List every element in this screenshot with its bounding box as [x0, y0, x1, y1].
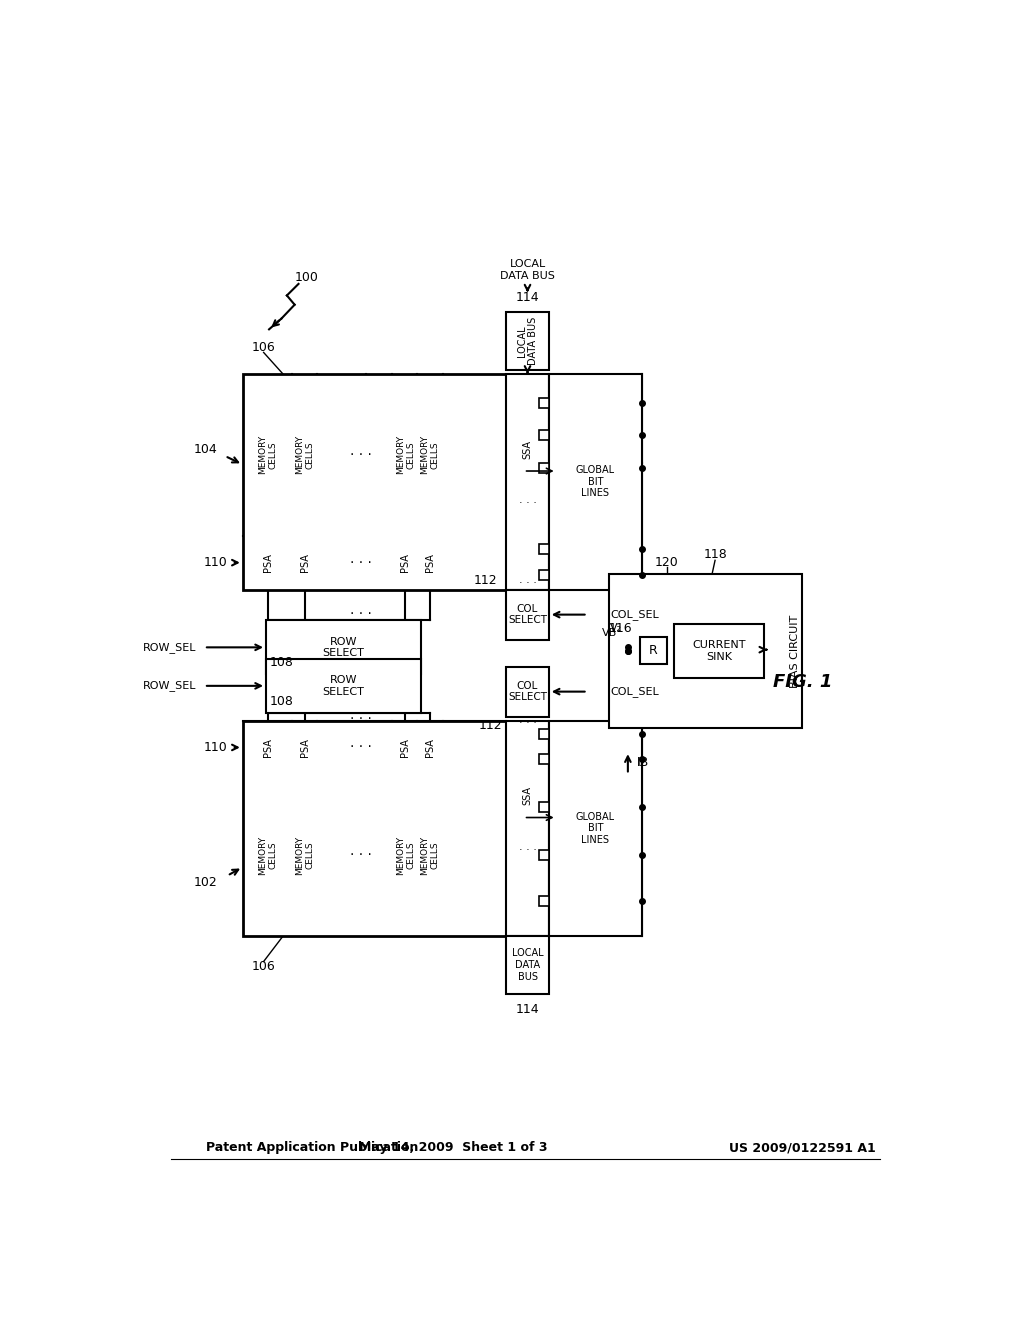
- Text: 102: 102: [194, 875, 217, 888]
- Text: PSA: PSA: [300, 738, 309, 756]
- Bar: [675, 624, 764, 678]
- Text: 104: 104: [194, 444, 217, 455]
- Text: PSA: PSA: [262, 738, 272, 756]
- Text: 116: 116: [608, 622, 632, 635]
- Text: · · ·: · · ·: [518, 718, 537, 727]
- Text: MEMORY
CELLS: MEMORY CELLS: [395, 436, 415, 474]
- Bar: [266, 659, 421, 713]
- Text: · · ·: · · ·: [349, 556, 372, 570]
- Text: GLOBAL
BIT
LINES: GLOBAL BIT LINES: [575, 812, 614, 845]
- Text: May 14, 2009  Sheet 1 of 3: May 14, 2009 Sheet 1 of 3: [359, 1142, 548, 1155]
- Bar: [539, 463, 549, 473]
- Bar: [539, 729, 549, 739]
- Bar: [539, 430, 549, 441]
- Text: PSA: PSA: [262, 553, 272, 572]
- Bar: [608, 574, 802, 729]
- Text: MEMORY
CELLS: MEMORY CELLS: [258, 436, 278, 474]
- Text: MEMORY
CELLS: MEMORY CELLS: [421, 836, 440, 875]
- Bar: [539, 895, 549, 906]
- Text: COL_SEL: COL_SEL: [611, 686, 659, 697]
- Text: US 2009/0122591 A1: US 2009/0122591 A1: [729, 1142, 876, 1155]
- Text: 108: 108: [269, 656, 294, 669]
- Bar: [506, 374, 549, 590]
- Text: LOCAL
DATA BUS: LOCAL DATA BUS: [517, 317, 539, 366]
- Bar: [640, 638, 667, 664]
- Text: 100: 100: [294, 271, 318, 284]
- Bar: [243, 374, 506, 590]
- Text: · · ·: · · ·: [349, 741, 372, 755]
- Bar: [506, 667, 549, 717]
- Text: 114: 114: [516, 1003, 540, 1016]
- Bar: [539, 399, 549, 408]
- Text: SSA: SSA: [522, 787, 532, 805]
- Text: FIG. 1: FIG. 1: [772, 673, 831, 690]
- Text: COL_SEL: COL_SEL: [611, 609, 659, 620]
- Text: MEMORY
CELLS: MEMORY CELLS: [258, 836, 278, 875]
- Text: R: R: [648, 644, 657, 657]
- Bar: [549, 374, 642, 590]
- Text: MEMORY
CELLS: MEMORY CELLS: [295, 436, 314, 474]
- Text: PSA: PSA: [400, 738, 411, 756]
- Text: · · ·: · · ·: [349, 849, 372, 862]
- Text: 114: 114: [516, 290, 540, 304]
- Text: 106: 106: [252, 341, 275, 354]
- Bar: [506, 590, 549, 640]
- Text: 120: 120: [654, 556, 679, 569]
- Text: PSA: PSA: [425, 553, 435, 572]
- Text: · · ·: · · ·: [518, 499, 537, 508]
- Text: · · ·: · · ·: [349, 711, 372, 726]
- Bar: [539, 754, 549, 764]
- Text: 118: 118: [703, 548, 727, 561]
- Text: BIAS CIRCUIT: BIAS CIRCUIT: [790, 615, 800, 688]
- Text: 110: 110: [204, 556, 227, 569]
- Bar: [266, 620, 421, 675]
- Bar: [243, 721, 506, 936]
- Bar: [539, 544, 549, 554]
- Text: MEMORY
CELLS: MEMORY CELLS: [295, 836, 314, 875]
- Bar: [506, 313, 549, 370]
- Bar: [539, 850, 549, 861]
- Bar: [506, 936, 549, 994]
- Text: · · ·: · · ·: [518, 845, 537, 855]
- Text: PSA: PSA: [400, 553, 411, 572]
- Text: ROW_SEL: ROW_SEL: [142, 680, 197, 692]
- Text: VB: VB: [602, 628, 617, 638]
- Bar: [539, 569, 549, 579]
- Text: COL
SELECT: COL SELECT: [508, 681, 547, 702]
- Text: PSA: PSA: [425, 738, 435, 756]
- Text: ROW
SELECT: ROW SELECT: [323, 675, 365, 697]
- Text: · · ·: · · ·: [349, 607, 372, 622]
- Bar: [506, 721, 549, 936]
- Text: 108: 108: [269, 694, 294, 708]
- Text: MEMORY
CELLS: MEMORY CELLS: [395, 836, 415, 875]
- Text: ROW
SELECT: ROW SELECT: [323, 636, 365, 659]
- Text: 110: 110: [204, 741, 227, 754]
- Text: LOCAL
DATA
BUS: LOCAL DATA BUS: [512, 948, 544, 982]
- Text: 106: 106: [252, 961, 275, 973]
- Bar: [539, 801, 549, 812]
- Text: ROW_SEL: ROW_SEL: [142, 642, 197, 653]
- Text: IB: IB: [637, 756, 649, 770]
- Text: · · ·: · · ·: [518, 578, 537, 589]
- Text: · · ·: · · ·: [349, 447, 372, 462]
- Text: V₂: V₂: [610, 623, 623, 634]
- Text: SSA: SSA: [522, 440, 532, 459]
- Text: 112: 112: [473, 574, 497, 587]
- Text: CURRENT
SINK: CURRENT SINK: [692, 640, 745, 663]
- Text: COL
SELECT: COL SELECT: [508, 603, 547, 626]
- Text: GLOBAL
BIT
LINES: GLOBAL BIT LINES: [575, 465, 614, 499]
- Text: Patent Application Publication: Patent Application Publication: [206, 1142, 418, 1155]
- Text: LOCAL
DATA BUS: LOCAL DATA BUS: [500, 259, 555, 281]
- Text: I₂: I₂: [637, 756, 646, 770]
- Bar: [549, 721, 642, 936]
- Text: MEMORY
CELLS: MEMORY CELLS: [421, 436, 440, 474]
- Text: PSA: PSA: [300, 553, 309, 572]
- Text: 112: 112: [478, 719, 503, 733]
